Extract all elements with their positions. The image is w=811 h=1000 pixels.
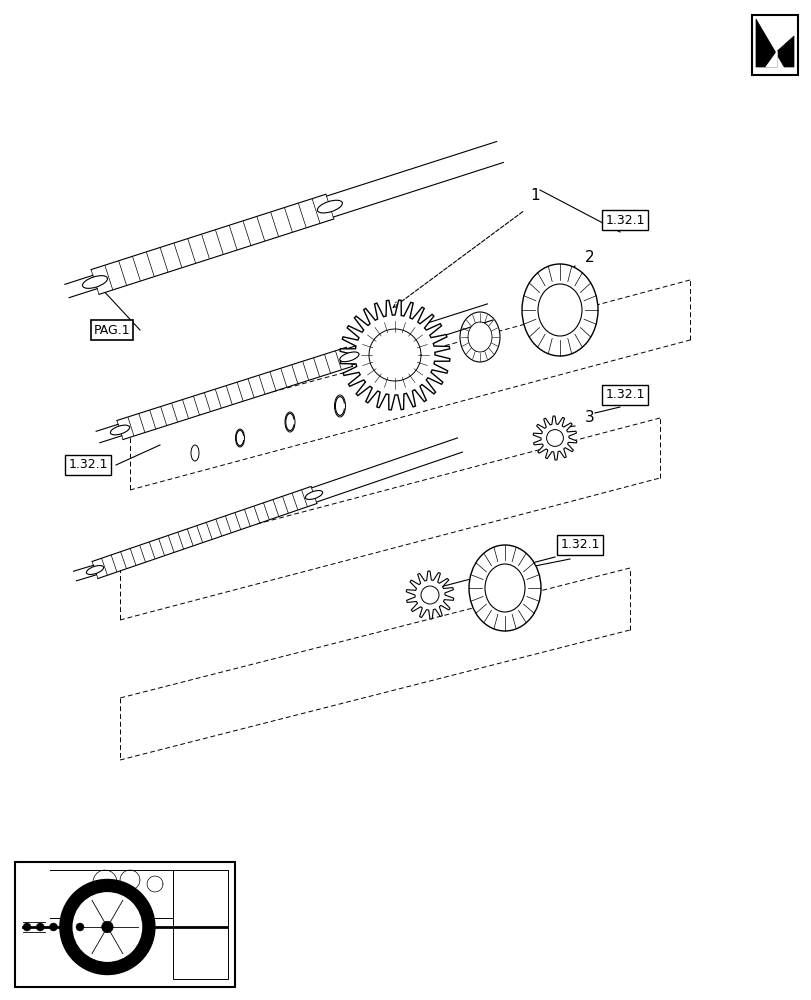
Polygon shape bbox=[117, 347, 352, 440]
Bar bbox=[174, 870, 228, 979]
Ellipse shape bbox=[467, 322, 491, 352]
Text: PAG.1: PAG.1 bbox=[93, 324, 130, 336]
Polygon shape bbox=[92, 486, 316, 579]
Polygon shape bbox=[765, 51, 776, 67]
Ellipse shape bbox=[86, 566, 104, 574]
Circle shape bbox=[62, 923, 71, 931]
Circle shape bbox=[23, 923, 31, 931]
Text: 1: 1 bbox=[530, 188, 539, 202]
Polygon shape bbox=[346, 304, 492, 365]
Text: 3: 3 bbox=[585, 410, 594, 426]
Polygon shape bbox=[96, 424, 122, 443]
Ellipse shape bbox=[334, 395, 345, 417]
Circle shape bbox=[546, 430, 563, 446]
Ellipse shape bbox=[469, 545, 540, 631]
Circle shape bbox=[49, 923, 58, 931]
Polygon shape bbox=[326, 142, 503, 217]
Ellipse shape bbox=[460, 312, 500, 362]
Polygon shape bbox=[340, 300, 449, 410]
Ellipse shape bbox=[110, 425, 130, 435]
Text: 1.32.1: 1.32.1 bbox=[604, 388, 644, 401]
Ellipse shape bbox=[521, 264, 597, 356]
Circle shape bbox=[420, 586, 439, 604]
Circle shape bbox=[60, 879, 155, 974]
Ellipse shape bbox=[305, 491, 322, 499]
Circle shape bbox=[36, 923, 44, 931]
Ellipse shape bbox=[317, 200, 342, 213]
Ellipse shape bbox=[191, 445, 199, 461]
Circle shape bbox=[73, 893, 141, 961]
Circle shape bbox=[101, 921, 113, 933]
Ellipse shape bbox=[339, 352, 358, 362]
Polygon shape bbox=[533, 416, 576, 460]
Bar bbox=[751, 15, 797, 75]
Text: 1.32.1: 1.32.1 bbox=[560, 538, 599, 552]
Ellipse shape bbox=[83, 276, 107, 288]
Polygon shape bbox=[74, 565, 97, 581]
Ellipse shape bbox=[285, 412, 294, 432]
Polygon shape bbox=[65, 275, 97, 298]
Text: 1.32.1: 1.32.1 bbox=[604, 214, 644, 227]
Polygon shape bbox=[91, 194, 333, 294]
Text: 2: 2 bbox=[585, 250, 594, 265]
Bar bbox=[15, 862, 234, 987]
Polygon shape bbox=[406, 571, 453, 619]
Polygon shape bbox=[755, 19, 793, 67]
Ellipse shape bbox=[484, 564, 525, 612]
Polygon shape bbox=[311, 438, 461, 502]
Ellipse shape bbox=[235, 429, 244, 447]
Circle shape bbox=[76, 923, 84, 931]
Text: 1.32.1: 1.32.1 bbox=[68, 458, 108, 472]
Ellipse shape bbox=[538, 284, 581, 336]
